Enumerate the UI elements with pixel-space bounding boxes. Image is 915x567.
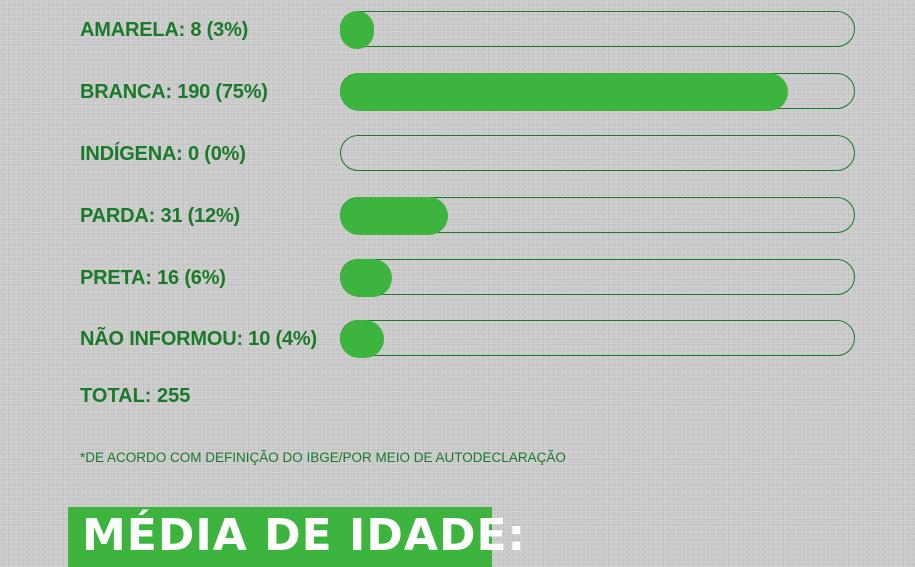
bar-row: PRETA: 16 (6%) xyxy=(0,259,915,297)
bar-label: PARDA: 31 (12%) xyxy=(80,205,240,227)
bar-row: NÃO INFORMOU: 10 (4%) xyxy=(0,320,915,358)
bar-row: BRANCA: 190 (75%) xyxy=(0,73,915,111)
bar-track xyxy=(340,135,855,171)
bar-label: AMARELA: 8 (3%) xyxy=(80,19,249,41)
bar-label: NÃO INFORMOU: 10 (4%) xyxy=(80,328,317,350)
bar-row: AMARELA: 8 (3%) xyxy=(0,11,915,49)
bar-fill xyxy=(340,197,448,235)
bar-row: INDÍGENA: 0 (0%) xyxy=(0,135,915,173)
bar-track xyxy=(340,11,855,47)
bar-track xyxy=(340,259,855,295)
bar-fill xyxy=(340,320,384,358)
bar-fill xyxy=(340,259,392,297)
bar-track xyxy=(340,320,855,356)
bar-label: PRETA: 16 (6%) xyxy=(80,267,226,289)
bar-label: INDÍGENA: 0 (0%) xyxy=(80,143,246,165)
footnote: *DE ACORDO COM DEFINIÇÃO DO IBGE/POR MEI… xyxy=(80,450,566,465)
bar-label: BRANCA: 190 (75%) xyxy=(80,81,268,103)
bar-fill xyxy=(340,73,788,111)
bar-fill xyxy=(340,11,374,49)
section-heading: MÉDIA DE IDADE: xyxy=(82,510,527,561)
total-label: TOTAL: 255 xyxy=(80,385,191,407)
bar-row: PARDA: 31 (12%) xyxy=(0,197,915,235)
